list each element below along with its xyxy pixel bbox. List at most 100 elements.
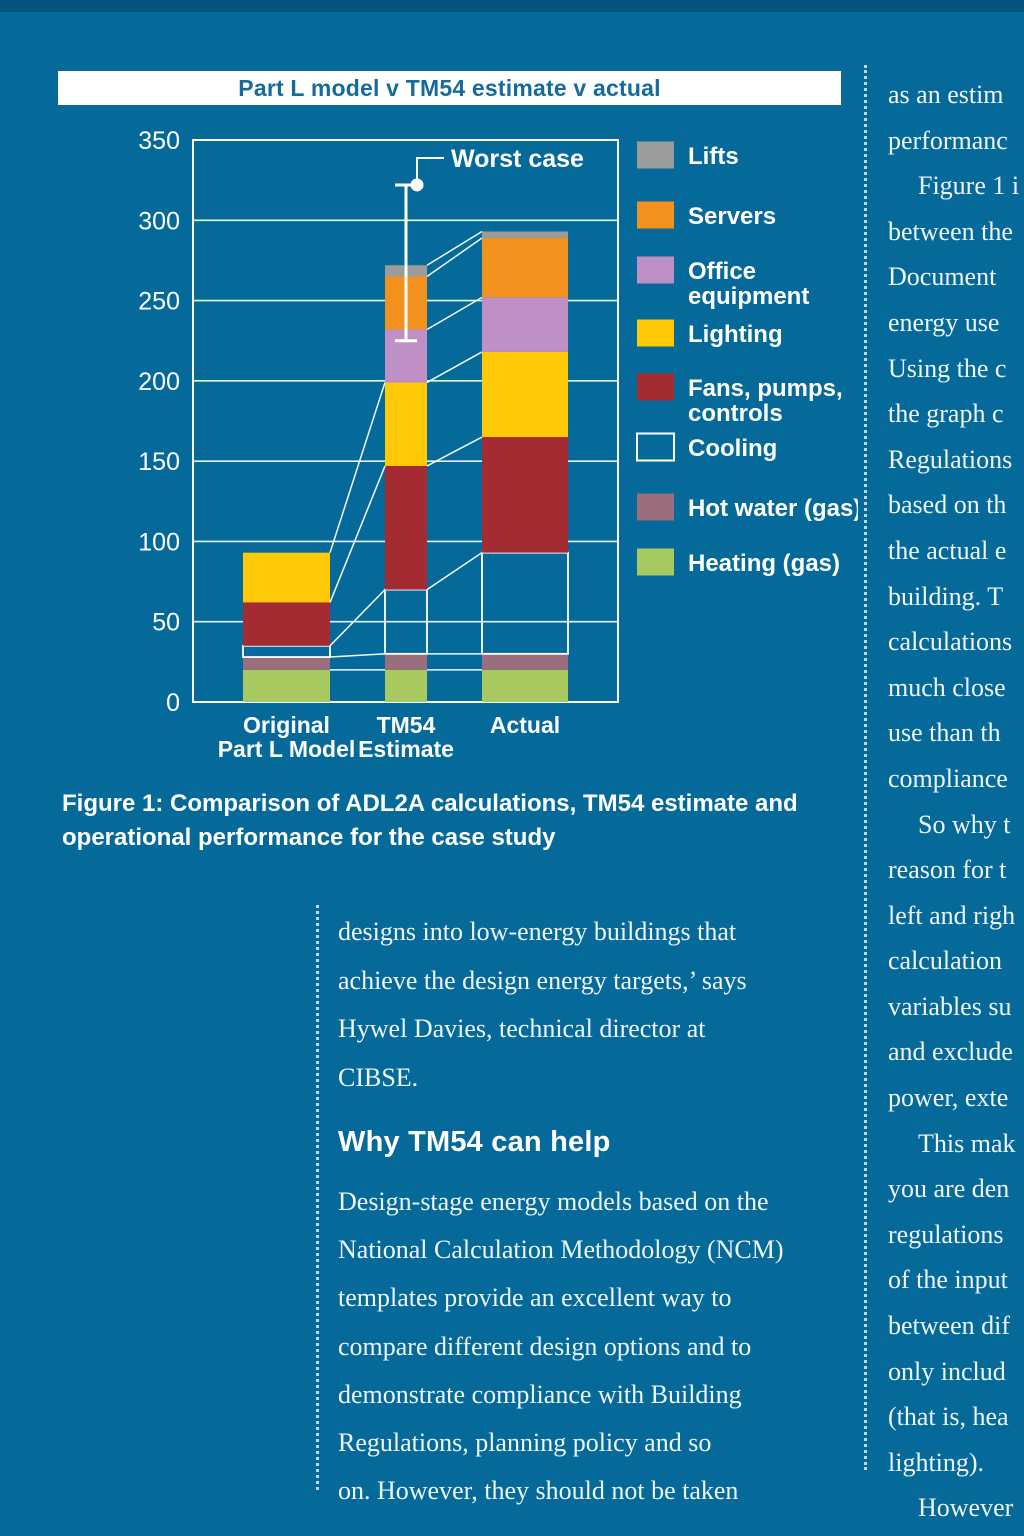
article-text-line: compare different design options and to: [338, 1331, 752, 1361]
article-text-line: achieve the design energy targets,’ says: [338, 965, 747, 995]
legend-label: controls: [688, 400, 783, 427]
connector-line: [426, 351, 483, 384]
article-text-line: National Calculation Methodology (NCM): [338, 1235, 784, 1265]
bar-segment: [482, 653, 568, 670]
bar-segment-cooling: [481, 551, 569, 655]
chart-title: Part L model v TM54 estimate v actual: [238, 74, 661, 101]
connector-line: [329, 653, 386, 658]
article-text-line: on. However, they should not be taken: [338, 1476, 739, 1506]
x-axis-category-label: Actual: [490, 712, 560, 738]
stacked-bar-chart: 0 50 100 150 200 250 300 350 Worst case OriginalP…: [138, 127, 858, 762]
connector-line: [426, 237, 483, 278]
connector-line: [329, 465, 386, 603]
y-axis-tick-label: 50: [152, 609, 180, 637]
article-text-line: variables su: [888, 991, 1012, 1021]
y-axis-tick-label: 100: [138, 528, 180, 556]
legend-label: Fans, pumps,: [688, 375, 843, 402]
bar-segment: [482, 237, 568, 298]
legend-label: equipment: [688, 283, 809, 310]
column-divider-middle: [316, 905, 319, 1490]
legend-swatch: [637, 319, 674, 347]
bar-segment: [243, 669, 330, 702]
article-text-line: Using the c: [888, 353, 1007, 383]
bar-segment-cooling: [384, 588, 428, 655]
article-text-line: you are den: [888, 1174, 1010, 1204]
bar-segment: [385, 653, 427, 670]
x-axis-category-label: Original: [243, 712, 330, 738]
legend-label: Servers: [688, 203, 776, 230]
legend-label: Lighting: [688, 321, 783, 348]
figure-caption-line-2: operational performance for the case stu…: [62, 824, 556, 851]
article-text-line: CIBSE.: [338, 1062, 419, 1092]
article-text-line: calculations: [888, 627, 1013, 657]
bar-segment: [482, 231, 568, 238]
article-text-line: energy use: [888, 307, 1000, 337]
article-text-line: Regulations, planning policy and so: [338, 1428, 712, 1458]
article-text-line: regulations: [888, 1219, 1004, 1249]
legend-label: Office: [688, 258, 756, 285]
article-text-line: as an estim: [888, 80, 1004, 109]
legend-swatch: [637, 201, 674, 229]
article-text-line: of the input: [888, 1265, 1008, 1295]
y-axis-tick-label: 0: [166, 689, 180, 717]
legend-label: Heating (gas): [688, 550, 840, 577]
article-text-line: and exclude: [888, 1037, 1013, 1067]
article-text-line: Hywel Davies, technical director at: [338, 1014, 706, 1043]
connector-line: [426, 230, 483, 266]
article-text-line: between dif: [888, 1311, 1011, 1341]
x-axis-category-label: TM54: [377, 712, 436, 738]
connector-line: [426, 296, 483, 331]
legend-swatch-cooling: [636, 432, 675, 462]
bar-segment: [482, 297, 568, 352]
bar-segment: [243, 657, 330, 670]
bar-segment: [385, 465, 427, 590]
article-paragraph: Design-stage energy models based on the N…: [338, 1178, 818, 1515]
legend-swatch: [637, 373, 674, 401]
article-text-line: performanc: [888, 125, 1008, 155]
connector-line: [426, 436, 483, 467]
y-axis-tick-label: 200: [138, 368, 180, 396]
legend-label: Hot water (gas): [688, 495, 858, 522]
x-axis-category-label: Part L Model: [218, 736, 356, 762]
article-text-line: lighting).: [888, 1447, 985, 1477]
bar-segment-cooling: [242, 644, 331, 658]
article-text-line: compliance: [888, 763, 1008, 793]
legend-swatch: [637, 493, 674, 521]
article-text-line: However: [918, 1493, 1014, 1523]
article-text-line: only includ: [888, 1356, 1006, 1386]
article-text-line: calculation: [888, 946, 1003, 976]
article-text-line: the actual e: [888, 535, 1007, 565]
y-axis-tick-label: 350: [138, 127, 180, 155]
bar-segment: [482, 351, 568, 438]
article-text-line: between the: [888, 216, 1013, 246]
article-text-line: power, exte: [888, 1083, 1009, 1113]
article-text-line: much close: [888, 672, 1006, 702]
article-text-line: demonstrate compliance with Building: [338, 1379, 742, 1409]
y-axis-tick-label: 250: [138, 288, 180, 316]
page-top-strip: [0, 0, 1024, 12]
bar-segment: [385, 382, 427, 466]
connector-line: [329, 589, 386, 647]
article-text-line: based on th: [888, 490, 1007, 520]
legend-swatch: [637, 548, 674, 576]
legend-label: Lifts: [688, 143, 739, 170]
article-text-line: This mak: [918, 1128, 1016, 1158]
legend-label: Cooling: [688, 435, 777, 462]
connector-line: [426, 552, 483, 591]
article-text-line: (that is, hea: [888, 1402, 1009, 1432]
article-text-line: the graph c: [888, 399, 1004, 429]
article-paragraph: designs into low-energy buildings that ac…: [338, 908, 808, 1102]
article-text-line: left and righ: [888, 900, 1016, 930]
bar-segment: [385, 669, 427, 702]
article-text-line: Regulations: [888, 444, 1013, 474]
article-text-line: reason for t: [888, 855, 1007, 885]
bar-segment: [243, 552, 330, 603]
callout-line: [416, 157, 444, 185]
article-text-line: use than th: [888, 718, 1001, 748]
bar-segment: [482, 669, 568, 702]
chart-title-bar: Part L model v TM54 estimate v actual: [58, 71, 841, 105]
article-text-line: Document: [888, 262, 997, 292]
worst-case-label: Worst case: [451, 145, 584, 173]
article-text-line: templates provide an excellent way to: [338, 1283, 732, 1313]
